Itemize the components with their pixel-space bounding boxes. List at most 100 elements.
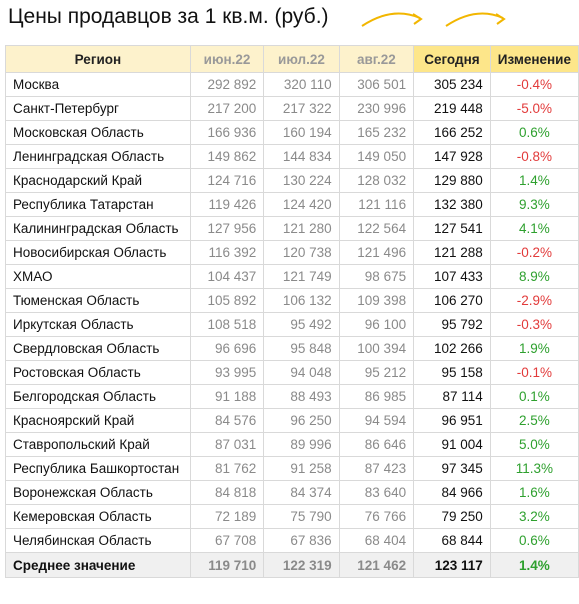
- region-cell: Московская Область: [5, 120, 191, 145]
- today-cell: 68 844: [413, 528, 491, 553]
- table-row: Кемеровская Область 72 189 75 790 76 766 79 …: [5, 504, 579, 529]
- aug-cell: 87 423: [338, 456, 415, 481]
- today-cell: 107 433: [413, 264, 491, 289]
- jun-cell: 104 437: [189, 264, 265, 289]
- aug-cell: 149 050: [338, 144, 415, 169]
- aug-cell: 95 212: [338, 360, 415, 385]
- change-cell: 1.6%: [489, 480, 579, 505]
- today-cell: 95 158: [413, 360, 491, 385]
- aug-cell: 86 646: [338, 432, 415, 457]
- aug-cell: 68 404: [338, 528, 415, 553]
- change-cell: 0.6%: [489, 120, 579, 145]
- jun-cell: 217 200: [189, 96, 265, 121]
- table-row: Челябинская Область 67 708 67 836 68 404 68 …: [5, 528, 579, 553]
- region-cell: Белгородская Область: [5, 384, 191, 409]
- region-cell: Краснодарский Край: [5, 168, 191, 193]
- table-row: Московская Область 166 936 160 194 165 232 1…: [5, 120, 579, 145]
- today-cell: 121 288: [413, 240, 491, 265]
- today-cell: 305 234: [413, 72, 491, 97]
- today-cell: 84 966: [413, 480, 491, 505]
- table-row: Ростовская Область 93 995 94 048 95 212 95 1…: [5, 360, 579, 385]
- change-cell: -5.0%: [489, 96, 579, 121]
- today-cell: 132 380: [413, 192, 491, 217]
- jun-cell: 96 696: [189, 336, 265, 361]
- table-row: Ставропольский Край 87 031 89 996 86 646 91 …: [5, 432, 579, 457]
- jun-cell: 108 518: [189, 312, 265, 337]
- region-cell: ХМАО: [5, 264, 191, 289]
- jun-cell: 93 995: [189, 360, 265, 385]
- arrow-to-change-icon: [445, 12, 504, 27]
- change-cell: 0.6%: [489, 528, 579, 553]
- header-aug: авг.22: [338, 45, 415, 73]
- header-jul: июл.22: [263, 45, 340, 73]
- average-today: 123 117: [413, 552, 491, 578]
- change-cell: -0.4%: [489, 72, 579, 97]
- jul-cell: 160 194: [263, 120, 340, 145]
- jun-cell: 292 892: [189, 72, 265, 97]
- header-region: Регион: [5, 45, 191, 73]
- jun-cell: 116 392: [189, 240, 265, 265]
- table-row: Краснодарский Край 124 716 130 224 128 032 1…: [5, 168, 579, 193]
- jun-cell: 119 426: [189, 192, 265, 217]
- region-cell: Республика Башкортостан: [5, 456, 191, 481]
- jul-cell: 124 420: [263, 192, 340, 217]
- arrow-to-today-icon: [361, 12, 421, 27]
- aug-cell: 230 996: [338, 96, 415, 121]
- aug-cell: 128 032: [338, 168, 415, 193]
- jun-cell: 149 862: [189, 144, 265, 169]
- jun-cell: 84 818: [189, 480, 265, 505]
- average-jul: 122 319: [263, 552, 340, 578]
- average-jun: 119 710: [189, 552, 265, 578]
- aug-cell: 96 100: [338, 312, 415, 337]
- region-cell: Ростовская Область: [5, 360, 191, 385]
- jun-cell: 81 762: [189, 456, 265, 481]
- table-header-row: Регион июн.22 июл.22 авг.22 Сегодня Изме…: [5, 45, 579, 73]
- region-cell: Москва: [5, 72, 191, 97]
- price-table: Регион июн.22 июл.22 авг.22 Сегодня Изме…: [5, 45, 579, 578]
- change-cell: -0.3%: [489, 312, 579, 337]
- today-cell: 166 252: [413, 120, 491, 145]
- jul-cell: 88 493: [263, 384, 340, 409]
- region-cell: Санкт-Петербург: [5, 96, 191, 121]
- today-cell: 102 266: [413, 336, 491, 361]
- jun-cell: 87 031: [189, 432, 265, 457]
- change-cell: 1.4%: [489, 168, 579, 193]
- change-cell: -0.8%: [489, 144, 579, 169]
- jul-cell: 75 790: [263, 504, 340, 529]
- today-cell: 91 004: [413, 432, 491, 457]
- aug-cell: 83 640: [338, 480, 415, 505]
- jul-cell: 96 250: [263, 408, 340, 433]
- jul-cell: 120 738: [263, 240, 340, 265]
- change-cell: 11.3%: [489, 456, 579, 481]
- jun-cell: 105 892: [189, 288, 265, 313]
- jul-cell: 217 322: [263, 96, 340, 121]
- aug-cell: 76 766: [338, 504, 415, 529]
- jul-cell: 144 834: [263, 144, 340, 169]
- table-row: Белгородская Область 91 188 88 493 86 985 87…: [5, 384, 579, 409]
- table-row: Красноярский Край 84 576 96 250 94 594 96 95…: [5, 408, 579, 433]
- table-row: Новосибирская Область 116 392 120 738 121 4…: [5, 240, 579, 265]
- change-cell: 2.5%: [489, 408, 579, 433]
- jun-cell: 166 936: [189, 120, 265, 145]
- table-row: Санкт-Петербург 217 200 217 322 230 996 219 …: [5, 96, 579, 121]
- jul-cell: 91 258: [263, 456, 340, 481]
- change-cell: 8.9%: [489, 264, 579, 289]
- today-cell: 97 345: [413, 456, 491, 481]
- today-cell: 95 792: [413, 312, 491, 337]
- table-row: Республика Татарстан 119 426 124 420 121 11…: [5, 192, 579, 217]
- page-title: Цены продавцов за 1 кв.м. (руб.): [8, 5, 329, 28]
- header-today: Сегодня: [413, 45, 491, 73]
- average-aug: 121 462: [338, 552, 415, 578]
- table-row: ХМАО 104 437 121 749 98 675 107 433 8.9%: [5, 264, 579, 289]
- region-cell: Красноярский Край: [5, 408, 191, 433]
- today-cell: 219 448: [413, 96, 491, 121]
- change-cell: 1.9%: [489, 336, 579, 361]
- region-cell: Новосибирская Область: [5, 240, 191, 265]
- change-cell: 0.1%: [489, 384, 579, 409]
- region-cell: Республика Татарстан: [5, 192, 191, 217]
- change-cell: -0.2%: [489, 240, 579, 265]
- jul-cell: 95 492: [263, 312, 340, 337]
- region-cell: Калининградская Область: [5, 216, 191, 241]
- table-row: Воронежская Область 84 818 84 374 83 640 84 …: [5, 480, 579, 505]
- jul-cell: 121 280: [263, 216, 340, 241]
